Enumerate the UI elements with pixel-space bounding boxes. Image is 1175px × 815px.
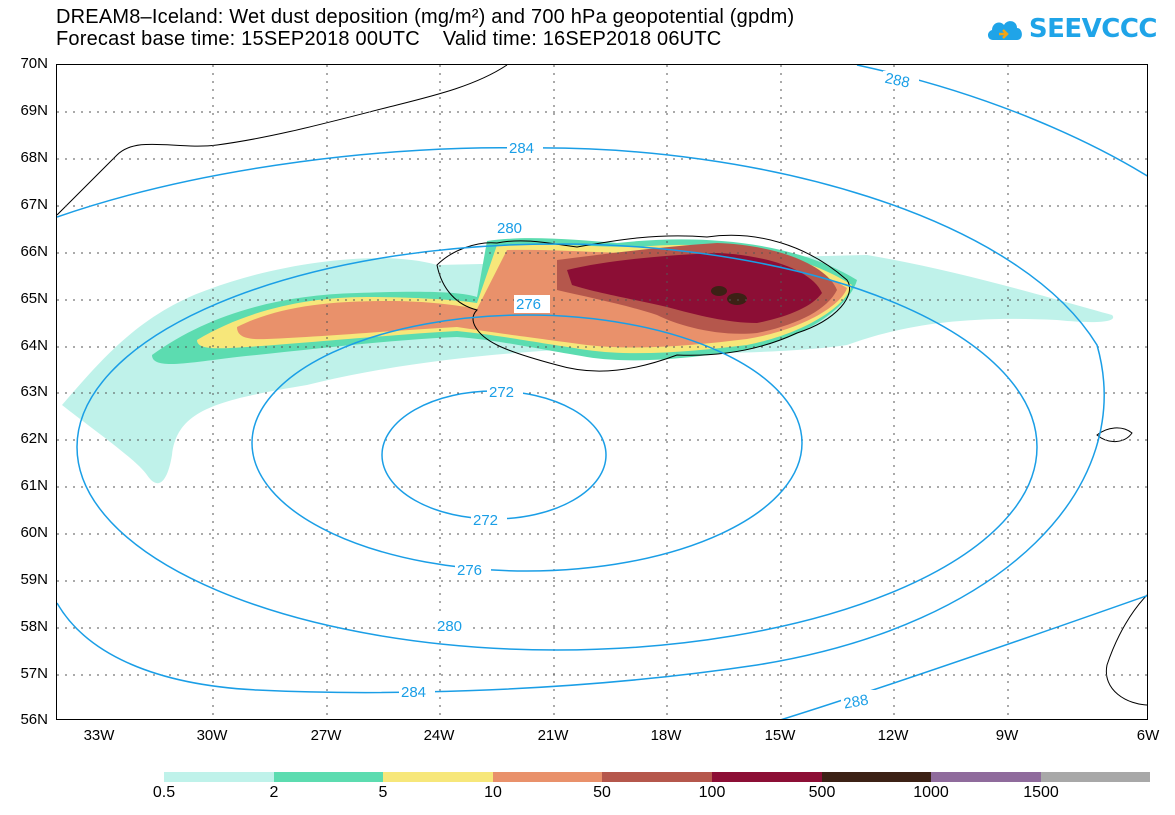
contour-label-box [841, 690, 877, 708]
contour-label-box [507, 139, 543, 157]
lat-label: 65N [20, 290, 48, 307]
colorbar-label: 10 [484, 784, 502, 801]
contour-label: 276 [457, 562, 482, 579]
contour-label-box [487, 383, 523, 401]
contour-276 [251, 314, 803, 572]
colorbar-label: 1000 [913, 784, 949, 801]
lat-label: 67N [20, 196, 48, 213]
colorbar [164, 772, 1151, 782]
lon-label: 18W [650, 727, 682, 744]
contour-label-box [435, 617, 471, 635]
colorbar-segment [931, 772, 1041, 782]
dust-500-spot [711, 286, 727, 296]
colorbar-segment [711, 772, 822, 782]
scotland-coast [1105, 594, 1147, 706]
lat-label: 57N [20, 665, 48, 682]
lon-label: 24W [423, 727, 455, 744]
cloud-icon [987, 21, 1022, 40]
colorbar-segment [164, 772, 274, 782]
geopotential-contours [57, 65, 1147, 719]
contour-label-box [514, 295, 550, 313]
lat-label: 59N [20, 571, 48, 588]
contour-label-box [471, 511, 507, 529]
lon-label: 21W [537, 727, 569, 744]
contour-280 [76, 243, 1038, 651]
coastlines [57, 65, 1147, 706]
lon-label: 12W [877, 727, 909, 744]
lat-label: 63N [20, 383, 48, 400]
logo-text: SEEVCCC [1028, 14, 1158, 44]
contour-label: 272 [473, 512, 498, 529]
dust-deposition-field [62, 238, 1114, 484]
colorbar-segment [602, 772, 712, 782]
lat-label: 61N [20, 477, 48, 494]
dust-500-spot [727, 293, 747, 305]
lon-label: 33W [83, 727, 115, 744]
lon-label: 27W [310, 727, 342, 744]
contour-label: 284 [509, 140, 534, 157]
map-subtitle: Forecast base time: 15SEP2018 00UTC Vali… [56, 28, 722, 50]
lat-label: 68N [20, 149, 48, 166]
colorbar-label: 100 [698, 784, 726, 801]
contour-label-box [399, 683, 435, 701]
lat-label: 66N [20, 243, 48, 260]
contour-284 [57, 146, 1105, 694]
seevccc-logo: SEEVCCC [985, 14, 1158, 44]
lat-label: 56N [20, 711, 48, 728]
colorbar-label: 5 [378, 784, 388, 801]
contour-label-box [495, 219, 531, 237]
lat-label: 58N [20, 618, 48, 635]
lat-label: 62N [20, 430, 48, 447]
lon-label: 6W [1136, 727, 1160, 744]
contour-label: 272 [489, 384, 514, 401]
lat-label: 69N [20, 102, 48, 119]
colorbar-segment [492, 772, 603, 782]
contour-label: 288 [883, 70, 911, 92]
lat-label: 64N [20, 337, 48, 354]
lon-label: 9W [995, 727, 1019, 744]
contour-label: 276 [516, 296, 541, 313]
contour-272 [381, 390, 607, 520]
greenland-coast [57, 65, 508, 216]
iceland-coast [436, 234, 850, 372]
colorbar-label: 50 [593, 784, 611, 801]
contour-label: 280 [437, 618, 462, 635]
contour-label: 284 [401, 684, 426, 701]
colorbar-label: 1500 [1023, 784, 1059, 801]
map-title: DREAM8–Iceland: Wet dust deposition (mg/… [56, 6, 795, 28]
map-canvas: 288 284 280 276 272 272 276 280 284 288 [57, 65, 1147, 719]
lat-label: 60N [20, 524, 48, 541]
contour-288 [780, 594, 1147, 719]
colorbar-segment [821, 772, 932, 782]
faroe-islands [1096, 427, 1133, 442]
lat-label: 70N [20, 55, 48, 72]
dust-100-band [567, 253, 822, 323]
contour-label-box [455, 561, 491, 579]
map-area: 288 284 280 276 272 272 276 280 284 288 [56, 64, 1148, 720]
contour-label: 280 [497, 220, 522, 237]
colorbar-label: 0.5 [152, 784, 176, 801]
lon-label: 15W [764, 727, 796, 744]
lon-label: 30W [196, 727, 228, 744]
colorbar-label: 2 [269, 784, 279, 801]
colorbar-label: 500 [808, 784, 836, 801]
colorbar-segment [1040, 772, 1151, 782]
contour-labels: 288 284 280 276 272 272 276 280 284 288 [399, 70, 919, 713]
contour-label: 288 [842, 692, 870, 713]
colorbar-segment [383, 772, 493, 782]
contour-label-box [883, 71, 919, 89]
colorbar-segment [273, 772, 384, 782]
